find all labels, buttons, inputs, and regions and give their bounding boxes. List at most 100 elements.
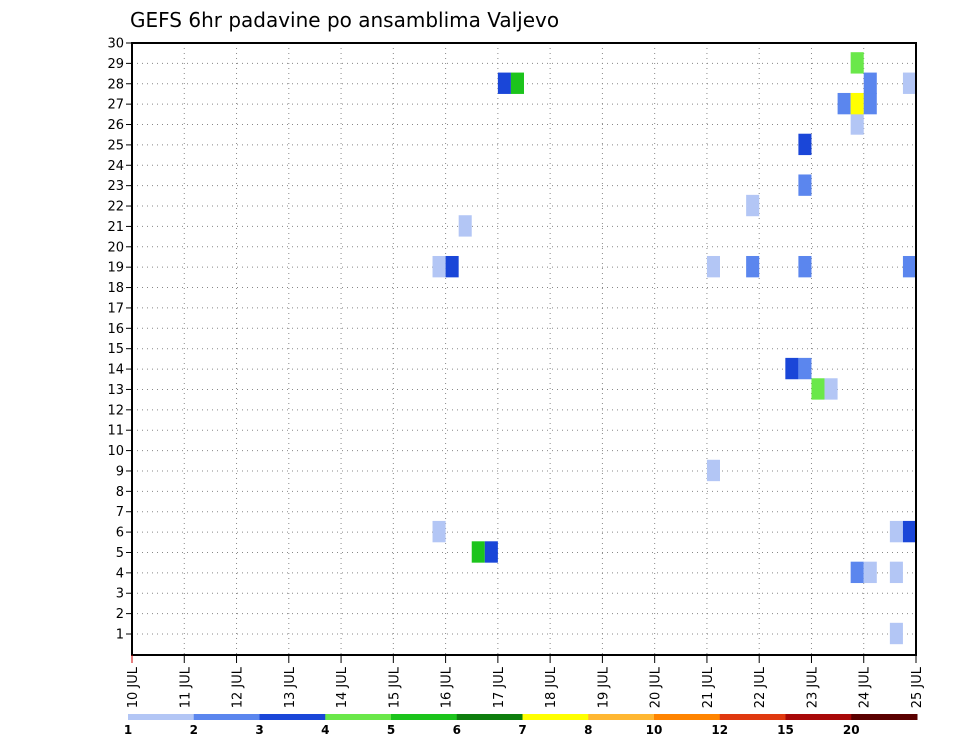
y-tick-label: 20 xyxy=(107,240,124,255)
x-tick-label: 12 JUL xyxy=(231,666,246,708)
heatmap-cell xyxy=(798,357,812,380)
colorbar-segment xyxy=(128,714,195,720)
heatmap-cell xyxy=(510,72,524,94)
heatmap-cell xyxy=(889,561,903,584)
y-tick-label: 8 xyxy=(116,485,124,500)
heatmap-cell xyxy=(471,541,485,563)
y-tick-label: 12 xyxy=(107,403,124,418)
y-tick-label: 1 xyxy=(116,628,124,643)
heatmap-cell xyxy=(850,113,864,135)
y-tick-label: 27 xyxy=(107,98,124,113)
x-tick-label: 10 JUL xyxy=(126,666,141,708)
colorbar-segment xyxy=(719,714,786,720)
y-tick-label: 6 xyxy=(116,526,124,541)
y-tick-label: 4 xyxy=(116,566,124,581)
heatmap-cell xyxy=(811,378,825,400)
y-tick-label: 28 xyxy=(107,77,124,92)
heatmap-cell xyxy=(889,520,903,543)
x-tick-label: 22 JUL xyxy=(753,666,768,708)
heatmap-cell xyxy=(432,255,446,278)
x-tick-label: 19 JUL xyxy=(596,666,611,708)
heatmap-cell xyxy=(863,561,877,584)
colorbar-segment xyxy=(391,714,458,720)
heatmap-cell xyxy=(824,378,838,400)
colorbar-label: 12 xyxy=(711,723,728,737)
colorbar-label: 6 xyxy=(453,723,461,737)
heatmap-cell xyxy=(746,255,760,278)
y-tick-label: 7 xyxy=(116,505,124,520)
colorbar-segment xyxy=(785,714,852,720)
x-tick-label: 23 JUL xyxy=(805,666,820,708)
x-tick-label: 15 JUL xyxy=(387,666,402,708)
heatmap-cell xyxy=(902,72,916,94)
heatmap-cell xyxy=(798,255,812,278)
heatmap-cell xyxy=(785,357,799,380)
heatmap-cell xyxy=(850,561,864,584)
heatmap-cell xyxy=(706,459,720,482)
y-tick-label: 5 xyxy=(116,546,124,561)
colorbar-label: 4 xyxy=(321,723,329,737)
colorbar-segment xyxy=(456,714,523,720)
y-tick-label: 14 xyxy=(107,363,124,378)
x-tick-label: 18 JUL xyxy=(544,666,559,708)
colorbar-segment xyxy=(259,714,326,720)
heatmap-cell xyxy=(902,255,916,278)
y-tick-label: 17 xyxy=(107,301,124,316)
colorbar-segment xyxy=(654,714,721,720)
colorbar-label: 5 xyxy=(387,723,395,737)
heatmap-cell xyxy=(746,194,760,217)
heatmap-cell xyxy=(837,92,851,115)
x-axis: 10 JUL 11 JUL 12 JUL 13 JUL 14 JUL 15 JUL 16 J… xyxy=(126,655,925,708)
y-tick-label: 11 xyxy=(107,424,124,439)
x-tick-label: 17 JUL xyxy=(492,666,507,708)
x-tick-label: 13 JUL xyxy=(283,666,298,708)
heatmap-cell xyxy=(458,215,472,237)
y-axis: 1234567891011121314151617181920212223242… xyxy=(107,37,132,643)
colorbar-label: 15 xyxy=(777,723,794,737)
y-tick-label: 30 xyxy=(107,37,124,52)
y-tick-label: 15 xyxy=(107,342,124,357)
y-tick-label: 23 xyxy=(107,179,124,194)
colorbar-label: 20 xyxy=(843,723,860,737)
heatmap-cell xyxy=(850,92,864,115)
heatmap-cell xyxy=(432,520,446,543)
heatmap-cell xyxy=(798,174,812,196)
y-tick-label: 25 xyxy=(107,138,124,153)
colorbar: 1 2 3 4 5 6 7 8 10 12 15 20 xyxy=(124,714,918,737)
y-tick-label: 29 xyxy=(107,57,124,72)
heatmap-cell xyxy=(445,255,459,278)
y-tick-label: 21 xyxy=(107,220,124,235)
heatmap-cell xyxy=(484,541,498,563)
colorbar-label: 7 xyxy=(518,723,526,737)
colorbar-segment xyxy=(851,714,918,720)
colorbar-segment xyxy=(325,714,392,720)
colorbar-label: 1 xyxy=(124,723,132,737)
y-tick-label: 2 xyxy=(116,607,124,622)
x-tick-label: 14 JUL xyxy=(335,666,350,708)
heatmap-cell xyxy=(798,133,812,156)
y-tick-label: 16 xyxy=(107,322,124,337)
y-tick-label: 24 xyxy=(107,159,124,174)
colorbar-label: 2 xyxy=(190,723,198,737)
y-tick-label: 22 xyxy=(107,200,124,215)
colorbar-segment xyxy=(522,714,589,720)
x-tick-label: 11 JUL xyxy=(178,666,193,708)
colorbar-label: 8 xyxy=(584,723,592,737)
y-tick-label: 26 xyxy=(107,118,124,133)
y-tick-label: 9 xyxy=(116,464,124,479)
colorbar-segment xyxy=(588,714,655,720)
x-tick-label: 21 JUL xyxy=(701,666,716,708)
y-tick-label: 13 xyxy=(107,383,124,398)
heatmap-cell xyxy=(863,92,877,115)
x-tick-label: 24 JUL xyxy=(858,666,873,708)
y-tick-label: 10 xyxy=(107,444,124,459)
heatmap-cell xyxy=(889,622,903,645)
x-tick-label: 16 JUL xyxy=(440,666,455,708)
y-tick-label: 19 xyxy=(107,261,124,276)
colorbar-label: 3 xyxy=(255,723,263,737)
y-tick-label: 3 xyxy=(116,587,124,602)
colorbar-segment xyxy=(193,714,260,720)
heatmap-cell xyxy=(850,52,864,74)
